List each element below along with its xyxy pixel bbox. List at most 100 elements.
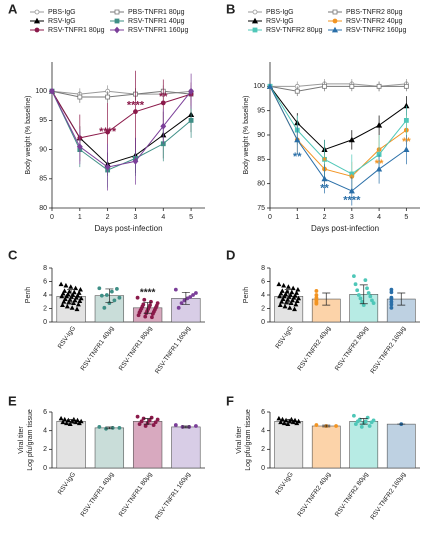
x-tick-label: 0 <box>50 214 54 221</box>
marker <box>179 301 184 306</box>
marker <box>266 83 274 89</box>
marker <box>74 306 80 312</box>
marker <box>59 293 65 299</box>
marker <box>370 298 374 303</box>
error-bar <box>322 292 331 306</box>
marker <box>72 297 78 303</box>
marker <box>403 118 409 123</box>
legend-label: PBS-IgG <box>266 9 294 16</box>
marker <box>173 287 178 292</box>
annotation: ** <box>293 151 302 163</box>
marker <box>58 415 64 421</box>
x-tick-label: 4 <box>377 214 381 221</box>
marker <box>143 314 148 319</box>
marker <box>75 417 80 423</box>
x-tick-label: 1 <box>295 214 299 221</box>
marker <box>62 416 68 422</box>
panel-label: F <box>226 393 234 408</box>
marker <box>279 299 285 304</box>
series-line <box>269 86 407 175</box>
marker <box>295 286 301 292</box>
y-tick-label: 6 <box>261 278 265 285</box>
marker <box>67 421 73 427</box>
y-tick-label: 4 <box>43 428 47 435</box>
x-axis-label: Days post-infection <box>94 224 162 233</box>
marker <box>291 295 297 300</box>
marker <box>284 288 290 294</box>
y-tick-label: 6 <box>43 278 47 285</box>
marker <box>366 291 371 295</box>
marker <box>276 415 282 421</box>
marker <box>76 420 82 426</box>
marker <box>188 118 194 123</box>
marker <box>290 297 295 303</box>
marker <box>252 9 258 15</box>
annotation: **** <box>140 287 156 298</box>
x-tick-label: 1 <box>78 214 82 221</box>
series-line <box>269 86 407 192</box>
marker <box>176 305 181 310</box>
marker <box>283 417 289 423</box>
marker <box>322 83 327 89</box>
marker <box>136 313 141 318</box>
bar <box>386 423 416 469</box>
bar <box>94 427 125 469</box>
x-axis-label: Days post-infection <box>311 224 379 233</box>
marker <box>78 295 84 301</box>
marker <box>59 302 65 308</box>
x-tick-label: RSV-TNFR1 160μg <box>154 325 192 375</box>
y-tick-label: 80 <box>257 181 265 188</box>
y-tick-label: 90 <box>257 132 265 139</box>
x-tick-label: RSV-TNFR2 80μg <box>334 325 370 372</box>
marker <box>135 414 140 419</box>
y-tick-label: 100 <box>253 83 265 90</box>
y-axis-label: Penh <box>243 287 250 303</box>
x-tick-label: RSV-TNFR2 40μg <box>296 325 332 372</box>
y-tick-label: 2 <box>43 305 47 312</box>
marker <box>376 165 383 172</box>
marker <box>78 418 84 424</box>
marker <box>150 315 154 320</box>
marker <box>153 420 158 425</box>
x-tick-label: RSV-TNFR2 80μg <box>334 471 370 518</box>
legend-label: PBS-TNFR1 80μg <box>128 9 185 16</box>
y-axis-label: Viral titer <box>18 426 25 454</box>
marker <box>368 294 373 299</box>
marker <box>68 284 74 289</box>
marker <box>358 296 363 301</box>
marker <box>188 87 195 95</box>
y-axis-label: Body weight (% baseline) <box>243 96 250 175</box>
y-tick-label: 2 <box>261 305 265 312</box>
annotation: **** <box>343 195 361 207</box>
marker <box>334 424 338 428</box>
marker <box>133 109 138 115</box>
marker <box>151 423 156 427</box>
marker <box>367 424 372 428</box>
marker <box>191 293 195 297</box>
marker <box>66 288 72 294</box>
marker <box>277 293 283 299</box>
x-tick-label: RSV-TNFR1 40μg <box>80 325 116 372</box>
x-tick-label: RSV-TNFR1 80μg <box>118 471 154 518</box>
y-tick-label: 95 <box>39 117 47 124</box>
marker <box>403 146 410 153</box>
marker <box>160 100 166 106</box>
y-tick-label: 4 <box>261 292 265 299</box>
marker <box>252 27 258 33</box>
marker <box>376 122 383 128</box>
series-line <box>51 90 192 95</box>
bar <box>132 421 163 469</box>
error-bar <box>67 419 76 424</box>
x-tick-label: RSV-TNFR2 160μg <box>369 471 407 521</box>
marker <box>58 281 64 287</box>
error-bar <box>181 291 190 305</box>
legend-label: RSV-TNFR1 80μg <box>48 27 105 34</box>
marker <box>355 419 360 424</box>
marker <box>102 305 107 310</box>
marker <box>114 26 120 34</box>
annotation: * <box>350 173 355 185</box>
marker <box>75 301 81 307</box>
x-tick-label: RSV-TNFR2 40μg <box>296 471 332 518</box>
x-tick-label: RSV-IgG <box>274 325 294 350</box>
marker <box>352 274 356 279</box>
